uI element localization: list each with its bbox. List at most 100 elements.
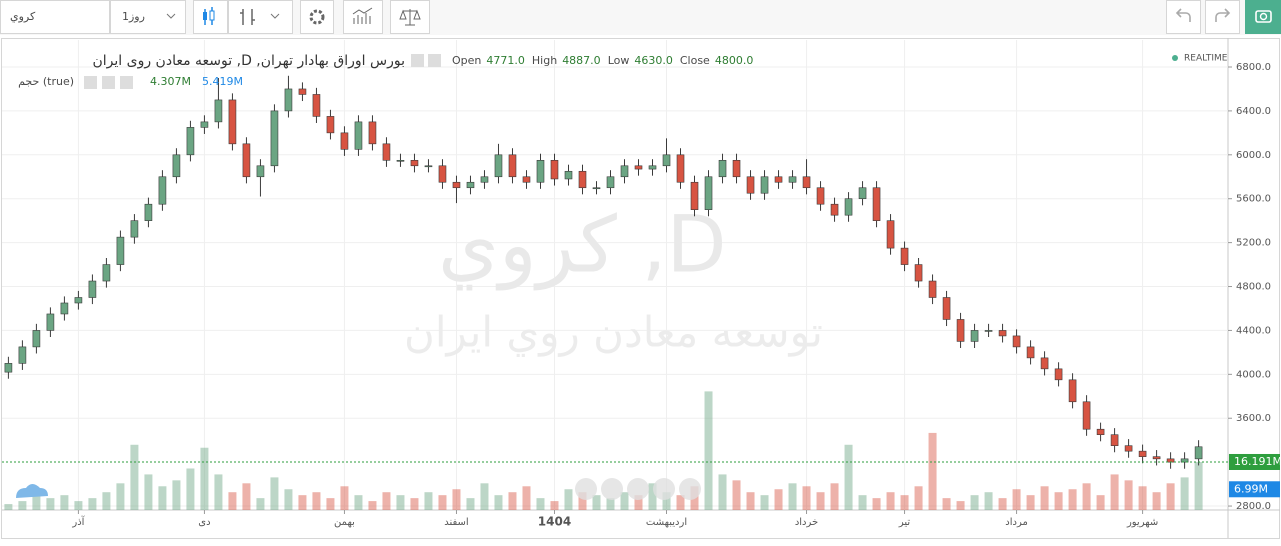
nav-button[interactable] — [575, 478, 597, 500]
candle-body — [592, 187, 601, 190]
volume-level-box — [1229, 453, 1280, 470]
y-tick-label: 3600.0 — [1236, 413, 1271, 424]
legend-icon — [428, 54, 441, 67]
candle-body — [1068, 379, 1077, 403]
volume-bar — [228, 492, 237, 510]
interval: 1روز — [122, 10, 145, 23]
y-tick-label: 4800.0 — [1236, 282, 1271, 293]
settings-button[interactable] — [300, 0, 334, 34]
volume-bar — [1124, 480, 1133, 510]
candle-body — [480, 176, 489, 183]
candle-body — [732, 159, 741, 178]
volume-level-label: 6.99M — [1234, 482, 1268, 495]
x-tick-label: تیر — [898, 517, 911, 528]
volume-bar — [564, 489, 573, 510]
volume-bar — [494, 495, 503, 510]
candle-body — [900, 247, 909, 265]
x-tick-label: بهمن — [334, 517, 355, 528]
volume-bar — [32, 492, 41, 510]
bars-icon — [240, 9, 255, 25]
candle-body — [4, 363, 13, 373]
volume-bar — [256, 498, 265, 510]
legend-value: 4630.0 — [634, 54, 673, 67]
legend-label: Low — [608, 54, 630, 67]
logo — [16, 484, 48, 498]
candle-body — [1054, 368, 1063, 381]
candle-body — [774, 176, 783, 183]
candle-body — [74, 297, 83, 304]
grid — [2, 40, 1228, 510]
candle-body — [88, 280, 97, 298]
volume-bar — [774, 489, 783, 510]
candle-body — [46, 313, 55, 331]
volume-bar — [102, 492, 111, 510]
candle-body — [858, 187, 867, 200]
realtime-label: REALTIME — [1184, 54, 1228, 64]
watermark-name: توسعه معادن روي ايران — [404, 308, 823, 357]
watermark-symbol: كروي ,D — [438, 200, 727, 291]
candle-body — [550, 159, 559, 180]
nav-button[interactable] — [601, 478, 623, 500]
candle-body — [298, 88, 307, 95]
redo-button[interactable] — [1205, 0, 1240, 34]
candle-body — [1082, 401, 1091, 430]
candle-body — [396, 159, 405, 162]
volume-bar — [74, 501, 83, 510]
candle-body — [606, 176, 615, 189]
volume-bar — [816, 492, 825, 510]
candle-body — [494, 154, 503, 178]
volume-bar — [340, 486, 349, 510]
volume-bar — [410, 498, 419, 510]
snapshot-button[interactable] — [1245, 0, 1281, 34]
symbol-input[interactable] — [0, 0, 110, 34]
volume-bar — [1180, 477, 1189, 510]
volume-bar — [606, 498, 615, 510]
compare-button[interactable] — [228, 0, 293, 34]
candles-button[interactable] — [193, 0, 228, 34]
nav-button[interactable] — [679, 478, 701, 500]
symbol: كروي — [10, 10, 36, 23]
volume-bar — [144, 474, 153, 510]
undo-button[interactable] — [1166, 0, 1201, 34]
volume-bar — [886, 492, 895, 510]
interval-select[interactable] — [110, 0, 186, 34]
indicator-icon — [352, 7, 373, 24]
legend-label: High — [532, 54, 557, 67]
candle-body — [200, 121, 209, 128]
candle-body — [326, 116, 335, 134]
candle-body — [270, 110, 279, 167]
candle-body — [830, 203, 839, 216]
volume-bar — [186, 468, 195, 510]
x-tick-label: مرداد — [1005, 517, 1028, 528]
candle-body — [172, 154, 181, 178]
candle-body — [718, 159, 727, 178]
candle-body — [186, 127, 195, 156]
candle-body — [466, 181, 475, 189]
volume-bar — [984, 492, 993, 510]
candle-body — [18, 346, 27, 364]
candle-body — [228, 99, 237, 145]
x-tick-label: دی — [198, 517, 210, 528]
volume-bar — [830, 483, 839, 510]
y-tick-label: 4000.0 — [1236, 369, 1271, 380]
volume-bar — [536, 498, 545, 510]
volume-bar — [550, 501, 559, 510]
indicators-button[interactable] — [343, 0, 383, 34]
volume-bar — [116, 483, 125, 510]
candle-body — [578, 170, 587, 189]
nav-button[interactable] — [653, 478, 675, 500]
candle-body — [1012, 335, 1021, 348]
volume-bar — [704, 391, 713, 510]
nav-button[interactable] — [627, 478, 649, 500]
candle-body — [242, 143, 251, 178]
volume-bar — [844, 444, 853, 510]
volume-bar — [424, 492, 433, 510]
candle-body — [32, 330, 41, 348]
candle-body — [102, 264, 111, 282]
dropdown-arrow — [166, 13, 176, 19]
volume-bar — [942, 498, 951, 510]
candle-body — [1040, 357, 1049, 370]
candle-body — [620, 165, 629, 178]
x-tick-label: اردیبهشت — [646, 517, 687, 528]
candle-body — [886, 220, 895, 249]
